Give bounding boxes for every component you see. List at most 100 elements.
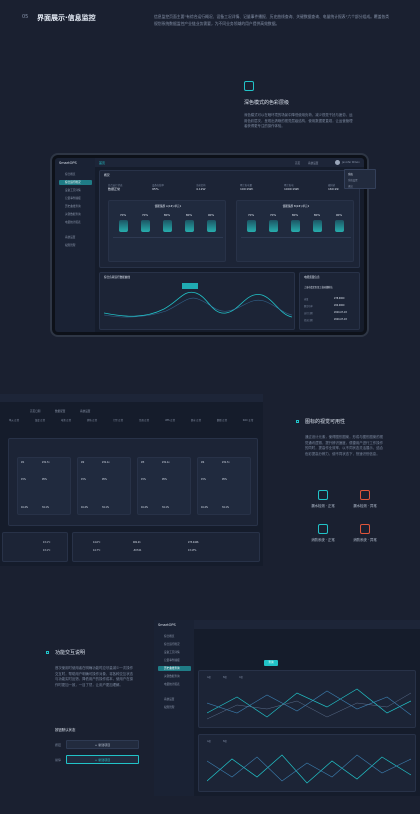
bottom-value: 273.4426: [188, 541, 199, 544]
cell-value: 95%: [222, 478, 227, 481]
sidebar-item[interactable]: 历史曲线查询: [65, 205, 81, 208]
tab[interactable]: 数据配置: [55, 410, 66, 413]
palette-icon: [244, 81, 254, 91]
new-project-button[interactable]: + 新建项目: [66, 740, 139, 749]
sidebar-item[interactable]: 综合概览: [65, 173, 76, 176]
side-title: 电能质量信息: [304, 276, 320, 279]
dark-mode-description: 深色模式可以在暗环境的场景中降低使用负荷，减少视觉干扰与疲劳，运用色彩层次，呈现…: [244, 113, 353, 129]
kpi-item: 累计发电量 100 kWh: [240, 184, 254, 191]
storage-group-b: 储能集群 B(2#)·单元2 70% 70% 80% 80% 90%: [236, 200, 354, 262]
device-icon-card[interactable]: 空调 正常: [138, 419, 150, 422]
cell-value: 15%: [201, 478, 206, 481]
device-icon-card[interactable]: 门禁 正常: [112, 419, 124, 422]
divider: [241, 237, 351, 238]
icon-section-description: 通过设计元素，使得图形图案，形成与图形图案的视觉通讯逻辑，提升辨识速度，便捷用户…: [305, 435, 383, 456]
group-title: 储能集群 A(1#)·单元1: [154, 205, 182, 208]
sidebar-item[interactable]: 电量统计报表: [65, 221, 81, 224]
bullet-icon: [296, 420, 299, 423]
kpi-item: 设备在线率 95%: [152, 184, 164, 191]
cell-value: 15%: [21, 478, 26, 481]
app-logo: SmartOPS: [59, 161, 77, 165]
dropdown-item[interactable]: 退出: [348, 185, 353, 188]
row-value: 2020-07-18: [334, 311, 347, 314]
dropdown-item[interactable]: 系统: [348, 173, 353, 176]
row-key: 容量: [304, 298, 309, 301]
cell-value: 34.1%: [162, 506, 169, 509]
cell-value: 34.1%: [42, 506, 49, 509]
sidebar-item[interactable]: 系统设置: [164, 698, 175, 701]
sidebar: SmartOPS 综合概览 综合运行概况 设备工况详情 记量事件播报 历史曲线查…: [154, 620, 194, 796]
legend-item: C相: [239, 676, 243, 679]
percent-label: 80%: [313, 213, 321, 217]
nav-home[interactable]: 首页: [295, 161, 301, 165]
dropdown-item[interactable]: 系统设置: [348, 179, 358, 182]
legend-item: B相: [223, 676, 227, 679]
percent-label: 70%: [269, 213, 277, 217]
fire-system-icon: [360, 524, 370, 534]
phase-line-chart: [207, 688, 411, 720]
water-leak-icon: [360, 490, 370, 500]
dashboard-screen: SmartOPS 综合概览 综合运行概况 设备工况详情 记量事件播报 历史曲线查…: [55, 158, 364, 332]
sidebar-item[interactable]: 设备工况详情: [65, 189, 81, 192]
demo-label: 按钮默认状态: [55, 728, 76, 732]
sidebar-item[interactable]: 系统设置: [65, 236, 76, 239]
status-fire-alarm: 消防系统 · 异常: [345, 524, 385, 542]
cell-value: 16.4%: [201, 506, 208, 509]
cell-name: #2: [81, 461, 85, 464]
user-name[interactable]: Jennifer Wilson: [342, 160, 360, 164]
device-icon-card[interactable]: 消防 正常: [86, 419, 98, 422]
tab[interactable]: 系统设置: [80, 410, 91, 413]
chart-title: 综合负荷运行数据曲线: [104, 276, 130, 279]
sidebar-item-active[interactable]: 历史曲线查询: [158, 666, 191, 671]
device-icon-card[interactable]: 温度 正常: [34, 419, 46, 422]
cell-panel: #1 231.7v 15% 95% 16.4% 34.1% #2 231.1v …: [8, 438, 258, 526]
device-icon-card[interactable]: 漏水 正常: [190, 419, 202, 422]
device-icon-card[interactable]: 单元 正常: [8, 419, 20, 422]
sidebar-item-active[interactable]: 综合运行概况: [59, 180, 92, 185]
row-key: 额定功率: [304, 305, 313, 308]
row-key: 投运日期: [304, 319, 313, 322]
sidebar-item[interactable]: 设备工况详情: [164, 651, 180, 654]
battery-cylinder: [185, 220, 194, 232]
top-tab[interactable]: 首页: [99, 160, 106, 165]
tab[interactable]: 首页日期: [30, 410, 41, 413]
avatar[interactable]: [335, 160, 340, 165]
sidebar-item[interactable]: 关键数据查询: [65, 213, 81, 216]
legend-item: A相: [207, 740, 211, 743]
nav-settings[interactable]: 系统设置: [308, 161, 319, 165]
status-fire-normal: 消防系统 · 正常: [303, 524, 343, 542]
query-button[interactable]: 查询: [264, 660, 278, 666]
section-number: 05: [22, 14, 29, 20]
battery-cylinder: [163, 220, 172, 232]
cell-value: 16.4%: [81, 506, 88, 509]
sidebar-item[interactable]: 权限管理: [65, 244, 76, 247]
device-icon-card[interactable]: UPS 正常: [164, 419, 176, 422]
percent-label: 90%: [335, 213, 343, 217]
row-value: 278.9000: [334, 297, 345, 300]
bullet-icon: [46, 651, 49, 654]
sidebar-item[interactable]: 权限管理: [164, 706, 175, 709]
device-icon-card[interactable]: 烟感 正常: [216, 419, 228, 422]
percent-label: 90%: [207, 213, 215, 217]
icon-screen: 首页日期 数据配置 系统设置 单元 正常 温度 正常 电池 正常 消防 正常 门…: [0, 394, 263, 566]
sidebar-item[interactable]: 综合运行概况: [164, 643, 180, 646]
sidebar-item[interactable]: 电量统计报表: [164, 683, 180, 686]
power-quality-panel: 电能质量信息 上海市嘉定区某工业园储能站 容量 278.9000 额定功率 20…: [299, 272, 360, 330]
device-icon-card[interactable]: 电池 正常: [60, 419, 72, 422]
new-project-button-hover[interactable]: + 新建项目: [66, 755, 139, 764]
sidebar-item[interactable]: 记量事件播报: [164, 659, 180, 662]
sidebar-item[interactable]: 记量事件播报: [65, 197, 81, 200]
section-description: 信息监控页面主要"有综合运行概况、设备工况详情、记量事件播报、历史曲线查询、关键…: [154, 14, 390, 26]
cell-value: 15%: [81, 478, 86, 481]
load-wave-chart: [104, 283, 292, 318]
sidebar-item[interactable]: 关键数据查询: [164, 675, 180, 678]
device-icon-card[interactable]: SOC 正常: [242, 419, 254, 422]
sidebar-item[interactable]: 综合概览: [164, 635, 175, 638]
demo-row-label: 按钮: [55, 743, 62, 747]
kpi-item: 碳排放 160.99: [328, 184, 339, 191]
bottom-value: 14.6℃: [93, 541, 101, 544]
row-value: 200.0000: [334, 304, 345, 307]
demo-row-label: 悬停: [55, 758, 62, 762]
battery-cylinder: [269, 220, 278, 232]
cell-value: 95%: [162, 478, 167, 481]
